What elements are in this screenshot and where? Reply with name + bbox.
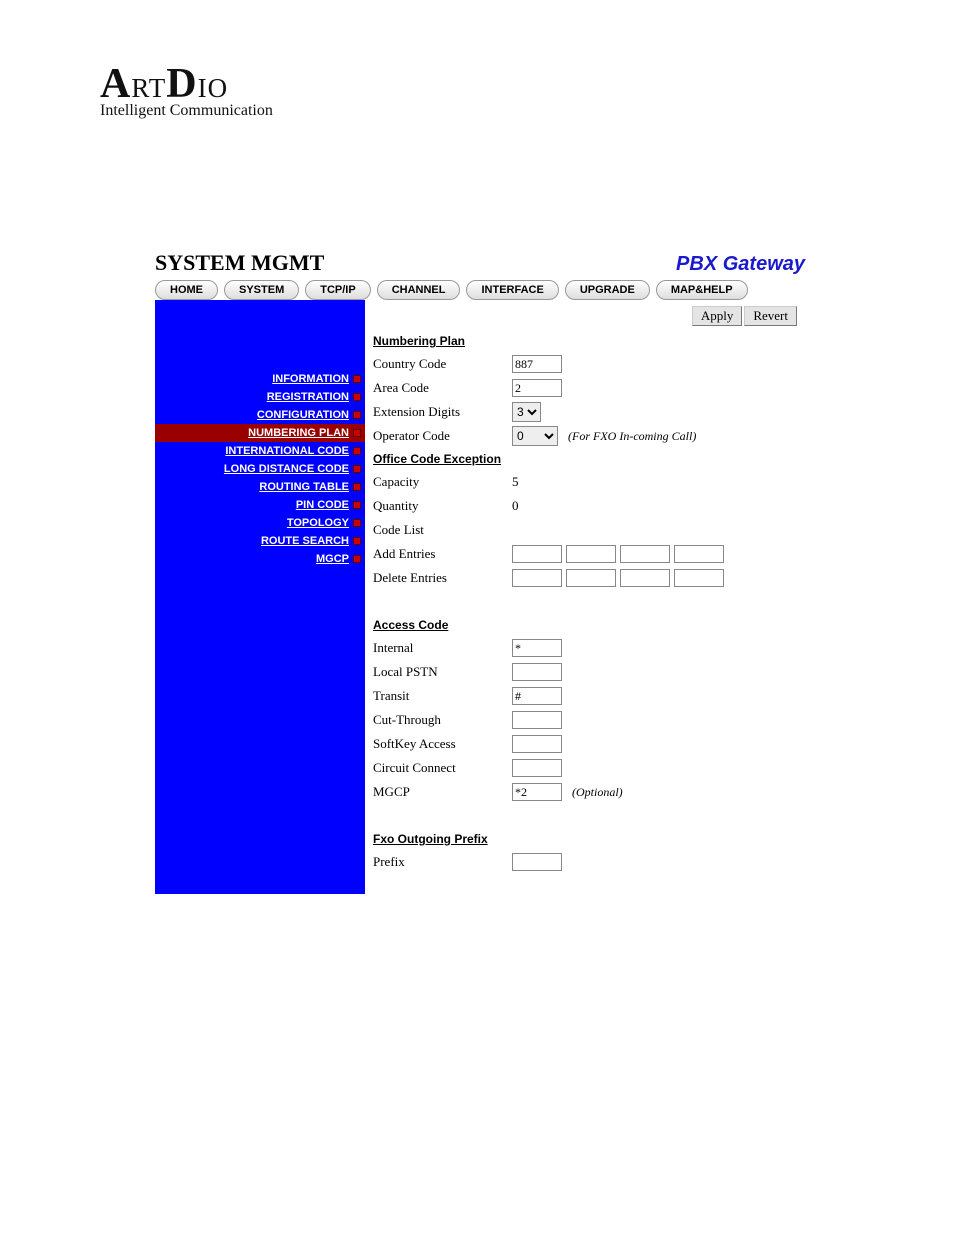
extension-digits-select[interactable]: 3 bbox=[512, 402, 541, 422]
delete-entry-3-input[interactable] bbox=[620, 569, 670, 587]
transit-input[interactable] bbox=[512, 687, 562, 705]
sidebar-link[interactable]: CONFIGURATION bbox=[257, 409, 349, 421]
label-operator-code: Operator Code bbox=[373, 428, 508, 444]
sidebar-link[interactable]: INTERNATIONAL CODE bbox=[225, 445, 349, 457]
bullet-icon bbox=[353, 501, 361, 509]
bullet-icon bbox=[353, 447, 361, 455]
softkey-input[interactable] bbox=[512, 735, 562, 753]
sidebar-item-numbering-plan[interactable]: NUMBERING PLAN bbox=[155, 424, 365, 442]
sidebar-link[interactable]: REGISTRATION bbox=[267, 391, 349, 403]
country-code-input[interactable] bbox=[512, 355, 562, 373]
add-entry-1-input[interactable] bbox=[512, 545, 562, 563]
label-country-code: Country Code bbox=[373, 356, 508, 372]
internal-input[interactable] bbox=[512, 639, 562, 657]
sidebar-link[interactable]: NUMBERING PLAN bbox=[248, 427, 349, 439]
value-quantity: 0 bbox=[512, 498, 519, 514]
page-title: SYSTEM MGMT bbox=[155, 250, 324, 276]
bullet-icon bbox=[353, 537, 361, 545]
logo-brand: ArtDio bbox=[100, 60, 954, 108]
label-add-entries: Add Entries bbox=[373, 546, 508, 562]
sidebar-link[interactable]: PIN CODE bbox=[296, 499, 349, 511]
area-code-input[interactable] bbox=[512, 379, 562, 397]
bullet-icon bbox=[353, 393, 361, 401]
bullet-icon bbox=[353, 375, 361, 383]
tab-interface[interactable]: INTERFACE bbox=[466, 280, 558, 300]
sidebar-item-routing-table[interactable]: ROUTING TABLE bbox=[155, 478, 365, 496]
label-quantity: Quantity bbox=[373, 498, 508, 514]
apply-button[interactable]: Apply bbox=[692, 306, 743, 326]
sidebar-item-topology[interactable]: TOPOLOGY bbox=[155, 514, 365, 532]
delete-entry-2-input[interactable] bbox=[566, 569, 616, 587]
label-extension-digits: Extension Digits bbox=[373, 404, 508, 420]
local-pstn-input[interactable] bbox=[512, 663, 562, 681]
sidebar-item-information[interactable]: INFORMATION bbox=[155, 370, 365, 388]
prefix-input[interactable] bbox=[512, 853, 562, 871]
section-fxo-prefix: Fxo Outgoing Prefix bbox=[373, 832, 797, 846]
bullet-icon bbox=[353, 519, 361, 527]
mgcp-note: (Optional) bbox=[572, 785, 623, 800]
label-prefix: Prefix bbox=[373, 854, 508, 870]
section-access-code: Access Code bbox=[373, 618, 797, 632]
sidebar-item-international-code[interactable]: INTERNATIONAL CODE bbox=[155, 442, 365, 460]
sidebar: INFORMATION REGISTRATION CONFIGURATION N… bbox=[155, 300, 365, 894]
operator-code-note: (For FXO In-coming Call) bbox=[568, 429, 696, 444]
tab-home[interactable]: HOME bbox=[155, 280, 218, 300]
delete-entry-4-input[interactable] bbox=[674, 569, 724, 587]
sidebar-link[interactable]: TOPOLOGY bbox=[287, 517, 349, 529]
tab-bar: HOME SYSTEM TCP/IP CHANNEL INTERFACE UPG… bbox=[155, 280, 805, 300]
tab-upgrade[interactable]: UPGRADE bbox=[565, 280, 650, 300]
section-numbering-plan: Numbering Plan bbox=[373, 334, 797, 348]
bullet-icon bbox=[353, 483, 361, 491]
tab-maphelp[interactable]: MAP&HELP bbox=[656, 280, 748, 300]
add-entry-4-input[interactable] bbox=[674, 545, 724, 563]
label-mgcp: MGCP bbox=[373, 784, 508, 800]
sidebar-link[interactable]: LONG DISTANCE CODE bbox=[224, 463, 349, 475]
add-entry-3-input[interactable] bbox=[620, 545, 670, 563]
sidebar-item-pin-code[interactable]: PIN CODE bbox=[155, 496, 365, 514]
sidebar-link[interactable]: INFORMATION bbox=[272, 373, 349, 385]
label-delete-entries: Delete Entries bbox=[373, 570, 508, 586]
label-transit: Transit bbox=[373, 688, 508, 704]
cut-through-input[interactable] bbox=[512, 711, 562, 729]
mgcp-input[interactable] bbox=[512, 783, 562, 801]
add-entry-2-input[interactable] bbox=[566, 545, 616, 563]
product-name: PBX Gateway bbox=[676, 253, 805, 276]
bullet-icon bbox=[353, 429, 361, 437]
delete-entry-1-input[interactable] bbox=[512, 569, 562, 587]
label-capacity: Capacity bbox=[373, 474, 508, 490]
tab-system[interactable]: SYSTEM bbox=[224, 280, 299, 300]
logo: ArtDio Intelligent Communication bbox=[100, 60, 954, 120]
sidebar-item-mgcp[interactable]: MGCP bbox=[155, 550, 365, 568]
tab-channel[interactable]: CHANNEL bbox=[377, 280, 461, 300]
sidebar-link[interactable]: MGCP bbox=[316, 553, 349, 565]
logo-tagline: Intelligent Communication bbox=[100, 102, 954, 120]
sidebar-link[interactable]: ROUTE SEARCH bbox=[261, 535, 349, 547]
bullet-icon bbox=[353, 555, 361, 563]
value-capacity: 5 bbox=[512, 474, 519, 490]
bullet-icon bbox=[353, 411, 361, 419]
sidebar-item-registration[interactable]: REGISTRATION bbox=[155, 388, 365, 406]
sidebar-item-long-distance-code[interactable]: LONG DISTANCE CODE bbox=[155, 460, 365, 478]
operator-code-select[interactable]: 0 bbox=[512, 426, 558, 446]
sidebar-link[interactable]: ROUTING TABLE bbox=[259, 481, 349, 493]
label-softkey: SoftKey Access bbox=[373, 736, 508, 752]
circuit-connect-input[interactable] bbox=[512, 759, 562, 777]
label-area-code: Area Code bbox=[373, 380, 508, 396]
sidebar-item-route-search[interactable]: ROUTE SEARCH bbox=[155, 532, 365, 550]
label-cut-through: Cut-Through bbox=[373, 712, 508, 728]
tab-tcpip[interactable]: TCP/IP bbox=[305, 280, 370, 300]
label-code-list: Code List bbox=[373, 522, 508, 538]
sidebar-item-configuration[interactable]: CONFIGURATION bbox=[155, 406, 365, 424]
bullet-icon bbox=[353, 465, 361, 473]
label-local-pstn: Local PSTN bbox=[373, 664, 508, 680]
main-panel: Apply Revert Numbering Plan Country Code… bbox=[365, 300, 805, 894]
label-internal: Internal bbox=[373, 640, 508, 656]
section-office-code: Office Code Exception bbox=[373, 452, 797, 466]
revert-button[interactable]: Revert bbox=[744, 306, 797, 326]
label-circuit-connect: Circuit Connect bbox=[373, 760, 508, 776]
